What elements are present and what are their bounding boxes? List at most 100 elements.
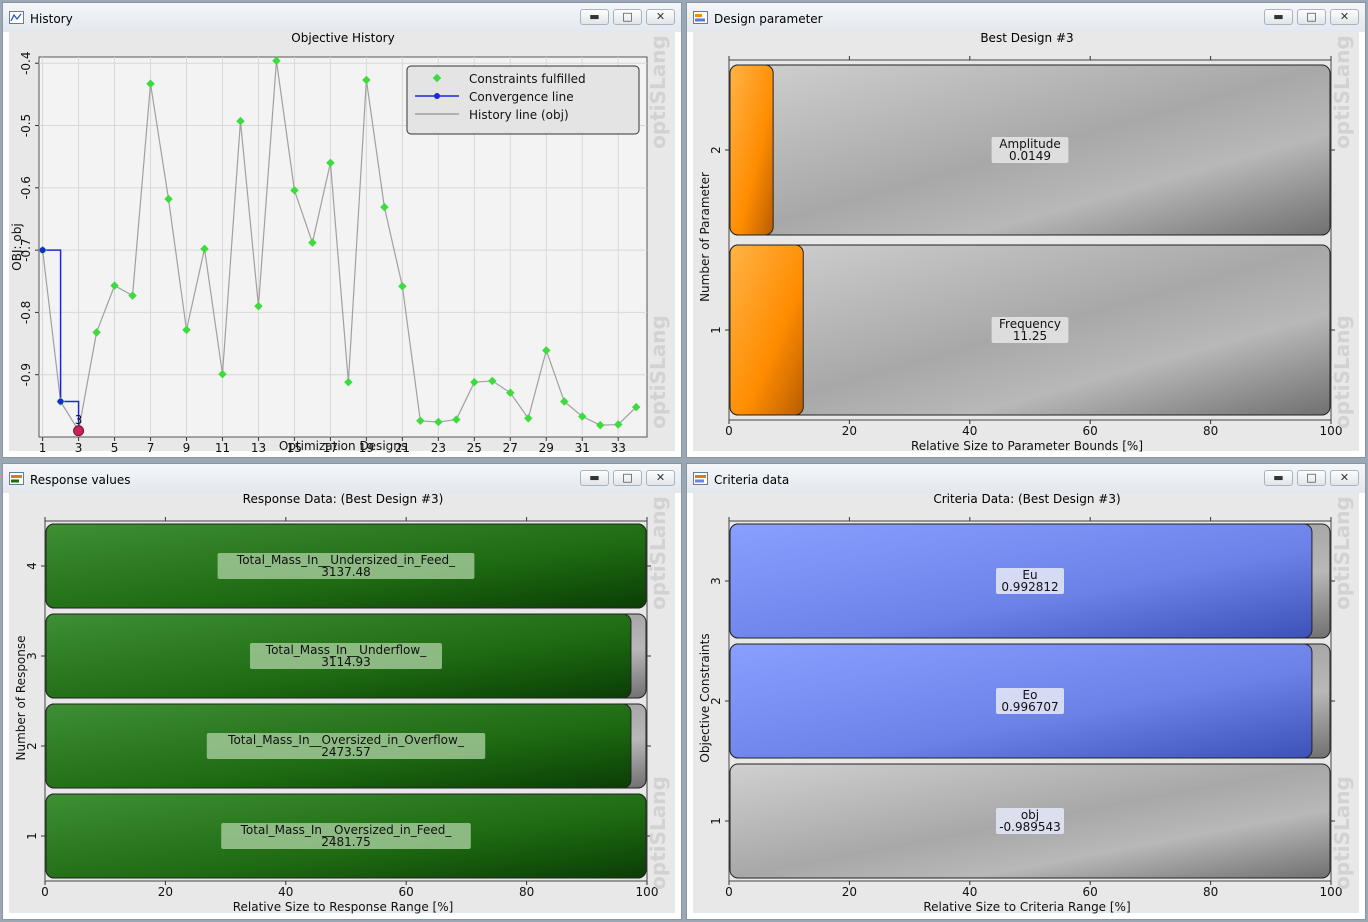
history-point[interactable] [380,202,389,212]
history-point[interactable] [452,415,461,424]
y-tick-label: 3 [25,652,39,660]
history-point[interactable] [595,420,605,430]
bar-value-label: 0.996707 [1001,700,1058,714]
history-point[interactable] [308,238,317,247]
x-tick-label: 100 [1320,885,1343,899]
x-tick-label: 80 [1203,885,1218,899]
parameter-chart-icon [693,11,708,24]
design-parameter-titlebar[interactable]: Design parameter ▬ □ ✕ [687,3,1365,32]
history-point[interactable] [254,301,263,311]
y-axis-label: OBJ: obj [10,223,24,270]
history-point[interactable] [146,79,155,89]
legend-item: Convergence line [469,90,574,104]
history-window: History ▬ □ ✕ Objective History 1 3 5 7 9 11 1… [2,2,682,458]
history-point[interactable] [488,376,497,386]
x-tick-label: 0 [725,885,733,899]
bar-label: Amplitude [999,137,1061,151]
x-tick-label: 60 [1083,424,1098,438]
response-values-chart[interactable]: Response Data: (Best Design #3) 0 20 40 60 8… [9,493,677,915]
y-tick-label: -0.4 [19,52,33,75]
maximize-button[interactable]: □ [613,9,642,25]
x-axis-label: Relative Size to Criteria Range [%] [923,900,1130,914]
history-point[interactable] [344,377,353,387]
history-point[interactable] [164,194,173,204]
window-controls: ▬ □ ✕ [576,470,675,486]
design-parameter-chart[interactable]: Best Design #3 0 20 40 60 80 100 1 Frequency11.… [693,32,1361,453]
legend-item: History line (obj) [469,108,569,122]
history-point[interactable] [128,291,137,300]
history-point[interactable] [398,282,407,291]
close-button[interactable]: ✕ [1330,470,1359,486]
criteria-data-titlebar[interactable]: Criteria data ▬ □ ✕ [687,464,1365,493]
maximize-button[interactable]: □ [1297,470,1326,486]
response-values-plot-area: Response Data: (Best Design #3) 0 20 40 60 8… [9,493,677,915]
close-button[interactable]: ✕ [646,9,675,25]
history-point[interactable] [110,281,119,290]
y-tick-label: 4 [25,562,39,570]
history-titlebar[interactable]: History ▬ □ ✕ [3,3,681,32]
history-point[interactable] [470,377,479,387]
minimize-button[interactable]: ▬ [580,470,609,486]
history-point[interactable] [631,402,641,412]
bar-label-box [206,733,486,759]
history-point[interactable] [577,412,587,421]
bar[interactable] [729,244,804,416]
history-point[interactable] [434,417,443,427]
close-button[interactable]: ✕ [646,470,675,486]
window-controls: ▬ □ ✕ [576,9,675,25]
line-chart-icon [9,11,24,24]
minimize-button[interactable]: ▬ [1264,9,1293,25]
plot-frame [728,59,1332,421]
bar-label-box [991,317,1069,343]
history-point[interactable] [613,420,623,429]
maximize-icon: □ [1306,10,1317,23]
objective-history-chart[interactable]: Objective History 1 3 5 7 9 11 13 15 17 19 21 23 25 2… [9,32,677,453]
minimize-button[interactable]: ▬ [580,9,609,25]
bar-value-label: 2481.75 [321,835,371,849]
y-tick-label: -0.8 [19,301,33,324]
watermark-bottom: optiSLang [646,315,670,429]
history-point[interactable] [416,416,425,426]
history-point[interactable] [542,346,551,355]
maximize-icon: □ [622,10,633,23]
criteria-data-chart[interactable]: Criteria Data: (Best Design #3) 0 20 40 60 8… [693,493,1361,915]
history-point[interactable] [272,56,281,65]
x-tick-label: 40 [278,885,293,899]
chart-title: Response Data: (Best Design #3) [243,493,444,506]
bar[interactable] [729,64,774,236]
maximize-button[interactable]: □ [1297,9,1326,25]
x-tick-label: 60 [399,885,414,899]
bar-value-label: 11.25 [1013,329,1047,343]
y-tick-label: 3 [709,577,723,585]
convergence-point[interactable] [39,247,46,254]
window-controls: ▬ □ ✕ [1260,470,1359,486]
bar-value-label: -0.989543 [999,820,1061,834]
convergence-point[interactable] [57,398,64,405]
history-line [42,60,637,433]
history-point[interactable] [506,388,515,398]
history-point[interactable] [236,116,245,126]
x-tick-label: 17 [323,441,338,453]
x-tick-label: 21 [395,441,410,453]
history-point[interactable] [326,158,335,168]
minimize-button[interactable]: ▬ [1264,470,1293,486]
history-point[interactable] [200,244,209,254]
response-values-titlebar[interactable]: Response values ▬ □ ✕ [3,464,681,493]
legend[interactable]: Constraints fulfilled Convergence line H… [406,65,640,135]
close-button[interactable]: ✕ [1330,9,1359,25]
legend-item: Constraints fulfilled [469,72,586,86]
history-point[interactable] [362,75,371,85]
history-point[interactable] [182,325,191,335]
chart-title: Criteria Data: (Best Design #3) [933,493,1120,506]
history-point[interactable] [290,186,299,195]
best-design-marker[interactable] [73,425,85,437]
history-point[interactable] [560,397,569,406]
x-tick-label: 19 [359,441,374,453]
watermark-top: optiSLang [646,35,670,149]
history-point[interactable] [92,328,101,337]
history-point[interactable] [524,414,533,423]
watermark-bottom: optiSLang [646,776,670,890]
history-point[interactable] [218,369,227,379]
maximize-button[interactable]: □ [613,470,642,486]
x-tick-label: 0 [41,885,49,899]
